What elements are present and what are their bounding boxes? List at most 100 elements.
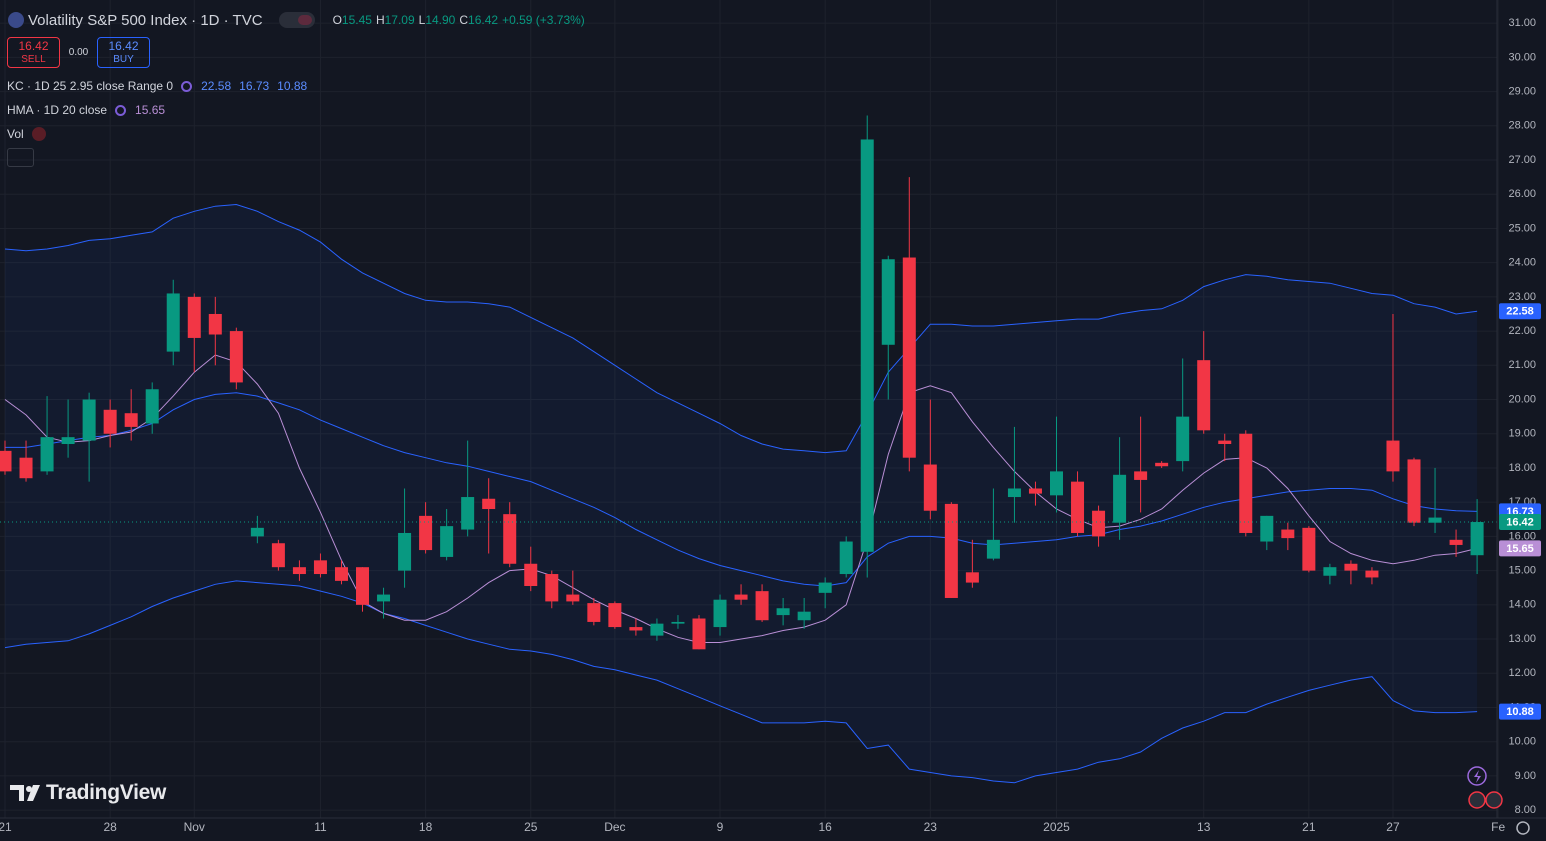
candle-body xyxy=(734,594,748,600)
collapse-button[interactable] xyxy=(7,148,34,167)
candle-body xyxy=(82,399,96,441)
indicator-label: HMA · 1D 20 close xyxy=(7,103,108,117)
candle-body xyxy=(1113,474,1127,523)
candle-body xyxy=(713,599,727,628)
candle-body xyxy=(923,464,937,511)
price-badge xyxy=(1499,703,1541,720)
session-flag[interactable] xyxy=(1485,791,1503,809)
indicator-label: Vol xyxy=(7,127,24,141)
logo: TradingView xyxy=(46,781,167,804)
candle-body xyxy=(650,623,664,636)
sell-button[interactable]: 16.42 SELL xyxy=(7,37,60,68)
candle-body xyxy=(145,389,159,424)
toggle[interactable] xyxy=(278,12,315,28)
candle-body xyxy=(944,503,958,598)
candle-body xyxy=(986,539,1000,559)
price-badge-label: 15.65 xyxy=(1506,543,1534,555)
candle-body xyxy=(419,515,433,551)
change: +0.59 (+3.73%) xyxy=(502,13,585,27)
symbol-flag xyxy=(8,12,24,28)
candle-body xyxy=(250,527,264,537)
symbol-title[interactable]: Volatility S&P 500 Index · 1D · TVC xyxy=(28,11,263,29)
candle-body xyxy=(1407,459,1421,523)
y-tick-label: 22.00 xyxy=(1508,325,1536,337)
x-tick-label: 18 xyxy=(419,820,433,834)
indicator-line xyxy=(4,203,1478,454)
candle-body xyxy=(902,257,916,458)
candle-body xyxy=(629,627,643,631)
candle-body xyxy=(313,560,327,575)
x-tick-label: 27 xyxy=(1386,820,1400,834)
candle-body xyxy=(482,498,496,510)
x-tick-label: Nov xyxy=(184,820,205,834)
indicator-label: KC · 1D 25 2.95 close Range 0 xyxy=(7,79,174,93)
price-badge xyxy=(1499,514,1541,531)
candle-body xyxy=(1028,488,1042,494)
price-badge xyxy=(1499,540,1541,557)
y-tick-label: 26.00 xyxy=(1508,188,1536,200)
y-tick-label: 14.00 xyxy=(1508,599,1536,611)
candle-body xyxy=(187,296,201,338)
y-tick-label: 21.00 xyxy=(1508,359,1536,371)
candle-body xyxy=(566,594,580,602)
buy-button[interactable]: 16.42 BUY xyxy=(97,37,150,68)
price-badge-label: 16.42 xyxy=(1506,516,1534,528)
indicator-line xyxy=(4,354,1478,643)
candle-body xyxy=(1176,416,1190,462)
candle-body xyxy=(1155,462,1169,467)
candle-body xyxy=(1239,433,1253,533)
y-tick-label: 25.00 xyxy=(1508,222,1536,234)
candle-body xyxy=(229,331,243,383)
price-badge xyxy=(1499,303,1541,320)
candle-body xyxy=(839,541,853,575)
x-tick-label: 25 xyxy=(524,820,538,834)
candle-body xyxy=(1007,488,1021,498)
ohlc-value: 16.42 xyxy=(468,13,499,27)
session-flag[interactable] xyxy=(1468,791,1486,809)
candle-body xyxy=(755,591,769,621)
candle-body xyxy=(19,457,33,479)
candle-body xyxy=(271,543,285,568)
plot-area xyxy=(0,115,1497,784)
candle-body xyxy=(545,574,559,602)
candle-body xyxy=(860,139,874,552)
candle-body xyxy=(776,608,790,616)
candle-body xyxy=(503,514,517,564)
y-tick-label: 20.00 xyxy=(1508,393,1536,405)
ohlc-value: 14.90 xyxy=(425,13,456,27)
indicator-line xyxy=(4,580,1478,784)
settings-icon[interactable] xyxy=(1516,821,1530,835)
candle-body xyxy=(440,526,454,557)
x-tick-label: 13 xyxy=(1197,820,1211,834)
candle-body xyxy=(103,409,117,434)
y-tick-label: 30.00 xyxy=(1508,51,1536,63)
candle-body xyxy=(1449,539,1463,545)
y-tick-label: 28.00 xyxy=(1508,120,1536,132)
ohlc-label: L xyxy=(418,13,426,27)
hma-legend[interactable]: HMA · 1D 20 close 15.65 xyxy=(7,103,165,117)
candle-body xyxy=(1386,440,1400,472)
y-tick-label: 9.00 xyxy=(1515,770,1536,782)
candle-body xyxy=(1071,481,1085,533)
candle-body xyxy=(797,611,811,621)
candle-body xyxy=(0,450,12,472)
buy-price: 16.42 xyxy=(108,38,139,53)
y-tick-label: 13.00 xyxy=(1508,633,1536,645)
y-tick-label: 23.00 xyxy=(1508,291,1536,303)
kc-legend[interactable]: KC · 1D 25 2.95 close Range 0 22.58 16.73… xyxy=(7,79,315,93)
indicator-value: 10.88 xyxy=(277,79,308,93)
candle-body xyxy=(524,563,538,587)
y-tick-label: 19.00 xyxy=(1508,428,1536,440)
candle-body xyxy=(1134,471,1148,480)
buy-label: BUY xyxy=(113,53,134,65)
alert-icon[interactable] xyxy=(1467,766,1487,786)
x-tick-label: 28 xyxy=(103,820,117,834)
candle-body xyxy=(1092,510,1106,537)
vol-legend[interactable]: Vol xyxy=(7,127,55,141)
candle-body xyxy=(692,618,706,650)
candle-body xyxy=(1218,440,1232,445)
ohlc-label: O xyxy=(332,13,342,27)
candle-body xyxy=(1470,522,1484,556)
